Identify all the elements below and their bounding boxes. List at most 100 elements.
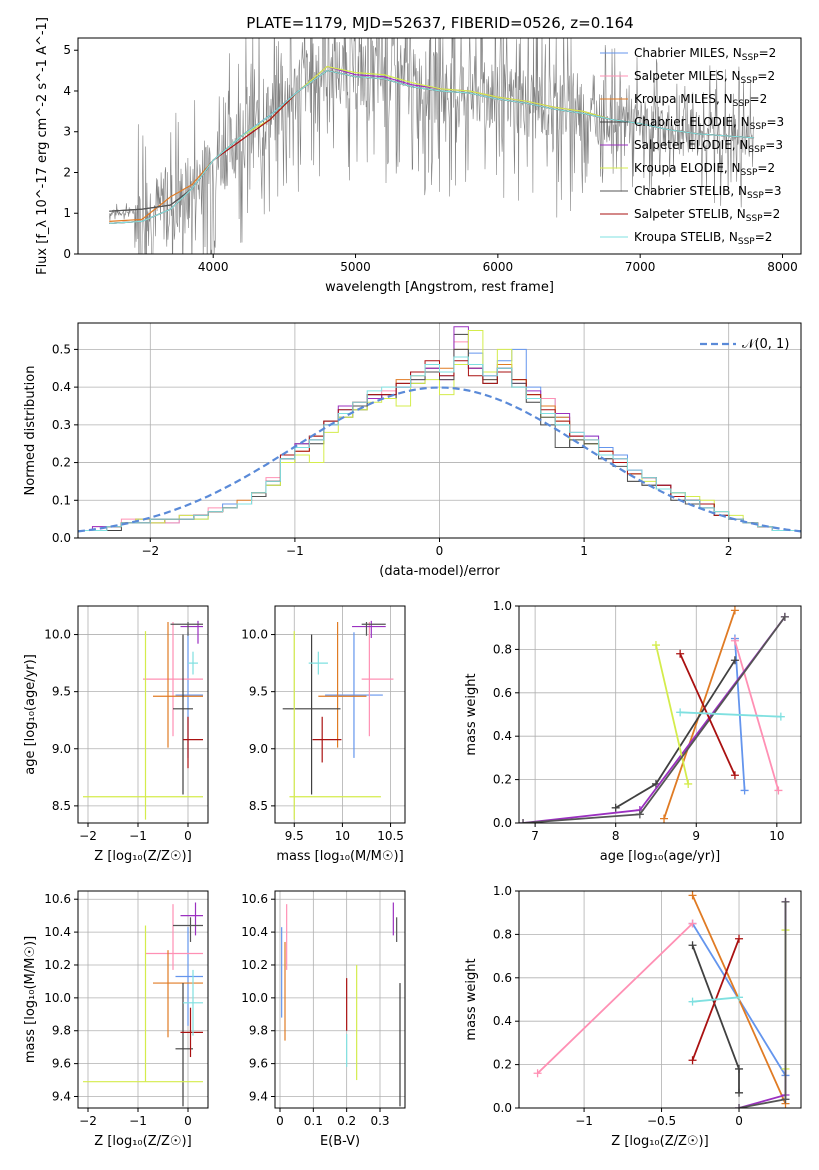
y-tick-label: 10.0 bbox=[44, 628, 71, 642]
y-tick-label: 9.5 bbox=[52, 685, 71, 699]
y-tick-label: 0.4 bbox=[493, 729, 512, 743]
plot-area bbox=[519, 606, 789, 823]
y-tick-label: 0.2 bbox=[493, 773, 512, 787]
x-tick-label: 9.5 bbox=[285, 829, 304, 843]
weight-point-marker bbox=[735, 934, 744, 943]
x-tick-label: 4000 bbox=[198, 260, 229, 274]
chart-age-vs-Z: −2 −1 0 8.5 9.0 9.5 10.0 Z [log₁₀(Z/Z☉)] age [lo… bbox=[23, 605, 209, 864]
y-tick-label: 9.8 bbox=[249, 1024, 268, 1038]
plot-area bbox=[533, 891, 790, 1108]
axes-frame bbox=[77, 890, 209, 1109]
plot-area bbox=[281, 902, 401, 1107]
y-tick-label: 9.6 bbox=[52, 1057, 71, 1071]
y-tick-label: 9.0 bbox=[249, 742, 268, 756]
x-tick-label: 0 bbox=[184, 829, 192, 843]
weight-line bbox=[522, 616, 786, 823]
chart-weight-vs-Z: −1 −0.5 0 0.0 0.2 0.4 0.6 0.8 1.0 Z [log₁₀(Z/Z☉)]… bbox=[464, 884, 802, 1149]
weight-line bbox=[679, 653, 736, 776]
x-tick-label: 0.3 bbox=[370, 1114, 389, 1128]
plot-area bbox=[83, 620, 203, 820]
y-tick-label: 0.6 bbox=[493, 971, 512, 985]
chart-mass-vs-EBV: 0 0.1 0.2 0.3 9.4 9.6 9.8 10.0 10.2 10.4 10.6 E(B-V… bbox=[241, 890, 406, 1149]
x-tick-label: 10 bbox=[769, 829, 784, 843]
y-tick-label: 10.6 bbox=[241, 892, 268, 906]
weight-point-marker bbox=[688, 1056, 697, 1065]
y-tick-label: 2 bbox=[63, 165, 71, 179]
x-axis-label: Z [log₁₀(Z/Z☉)] bbox=[94, 849, 191, 864]
y-tick-label: 0.2 bbox=[52, 456, 71, 470]
y-tick-label: 8.5 bbox=[249, 799, 268, 813]
x-tick-label: 2 bbox=[725, 544, 733, 558]
y-tick-label: 0.4 bbox=[493, 1014, 512, 1028]
weight-point-marker bbox=[676, 708, 685, 717]
x-tick-label: 6000 bbox=[483, 260, 514, 274]
legend-entry: Salpeter ELODIE, NSSP=3 bbox=[634, 138, 783, 155]
axes-frame bbox=[77, 37, 802, 255]
y-tick-label: 10.0 bbox=[241, 991, 268, 1005]
chart-mass-vs-Z: −2 −1 0 9.4 9.6 9.8 10.0 10.2 10.4 10.6 Z [log₁₀(Z… bbox=[23, 890, 209, 1149]
y-tick-label: 1.0 bbox=[493, 599, 512, 613]
y-tick-label: 10.4 bbox=[241, 925, 268, 939]
axes-frame bbox=[274, 890, 406, 1109]
legend-entry: Salpeter MILES, NSSP=2 bbox=[634, 69, 775, 86]
observed-spectrum-line bbox=[109, 38, 754, 254]
x-tick-label: 1 bbox=[580, 544, 588, 558]
legend-entry: Chabrier STELIB, NSSP=3 bbox=[634, 184, 782, 201]
x-tick-label: 7000 bbox=[625, 260, 656, 274]
x-tick-label: 0 bbox=[735, 1114, 743, 1128]
y-tick-label: 10.2 bbox=[44, 958, 71, 972]
weight-point-marker bbox=[781, 897, 790, 906]
y-tick-label: 8.5 bbox=[52, 799, 71, 813]
weight-point-marker bbox=[688, 891, 697, 900]
weight-point-marker bbox=[735, 1088, 744, 1097]
weight-line bbox=[536, 922, 694, 1074]
figure-title: PLATE=1179, MJD=52637, FIBERID=0526, z=0… bbox=[246, 14, 633, 32]
weight-line bbox=[680, 711, 781, 718]
y-tick-label: 9.6 bbox=[249, 1057, 268, 1071]
model-line bbox=[109, 69, 755, 224]
x-tick-label: 0 bbox=[436, 544, 444, 558]
x-tick-label: 8 bbox=[612, 829, 620, 843]
axes-frame bbox=[274, 605, 406, 824]
x-axis-label: E(B-V) bbox=[320, 1134, 360, 1149]
chart-weight-vs-age: 7 8 9 10 0.0 0.2 0.4 0.6 0.8 1.0 age [log₁₀(age/yr… bbox=[464, 599, 802, 864]
y-tick-label: 0.8 bbox=[493, 927, 512, 941]
legend-entry: Chabrier ELODIE, NSSP=3 bbox=[634, 115, 784, 132]
x-tick-label: 9 bbox=[692, 829, 700, 843]
weight-point-marker bbox=[688, 941, 697, 950]
axes-frame bbox=[518, 890, 802, 1109]
weight-point-marker bbox=[735, 993, 744, 1002]
weight-point-marker bbox=[611, 803, 620, 812]
y-tick-label: 10.6 bbox=[44, 892, 71, 906]
x-tick-label: −2 bbox=[79, 829, 97, 843]
x-tick-label: 0 bbox=[184, 1114, 192, 1128]
x-tick-label: −2 bbox=[79, 1114, 97, 1128]
x-tick-label: −1 bbox=[129, 1114, 147, 1128]
normal-reference-curve bbox=[78, 386, 801, 533]
weight-point-marker bbox=[730, 606, 739, 615]
plot-area bbox=[83, 902, 203, 1107]
x-axis-label: mass [log₁₀(M/M☉)] bbox=[276, 849, 403, 864]
weight-point-marker bbox=[781, 1095, 790, 1104]
legend-entry: Chabrier MILES, NSSP=2 bbox=[634, 46, 776, 63]
histogram-step bbox=[78, 356, 801, 538]
weight-line bbox=[655, 644, 690, 785]
y-tick-label: 10.2 bbox=[241, 958, 268, 972]
legend-entry: Kroupa ELODIE, NSSP=2 bbox=[634, 161, 775, 178]
y-tick-label: 0.0 bbox=[493, 816, 512, 830]
axes-frame bbox=[518, 605, 802, 824]
weight-point-marker bbox=[776, 712, 785, 721]
y-tick-label: 1 bbox=[63, 206, 71, 220]
legend-entry: Kroupa STELIB, NSSP=2 bbox=[634, 230, 772, 247]
x-tick-label: −0.5 bbox=[647, 1114, 676, 1128]
y-tick-label: 0 bbox=[63, 247, 71, 261]
y-tick-label: 10.0 bbox=[241, 628, 268, 642]
legend-entry: 𝒩(0, 1) bbox=[742, 337, 789, 352]
plot-area bbox=[109, 38, 755, 254]
y-tick-label: 0.6 bbox=[493, 686, 512, 700]
chart-spectrum: Chabrier MILES, NSSP=2 Salpeter MILES, NS… bbox=[35, 17, 802, 295]
weight-point-marker bbox=[740, 786, 749, 795]
plot-area bbox=[78, 326, 801, 538]
y-tick-label: 10.4 bbox=[44, 925, 71, 939]
x-axis-label: wavelength [Angstrom, rest frame] bbox=[325, 280, 554, 295]
